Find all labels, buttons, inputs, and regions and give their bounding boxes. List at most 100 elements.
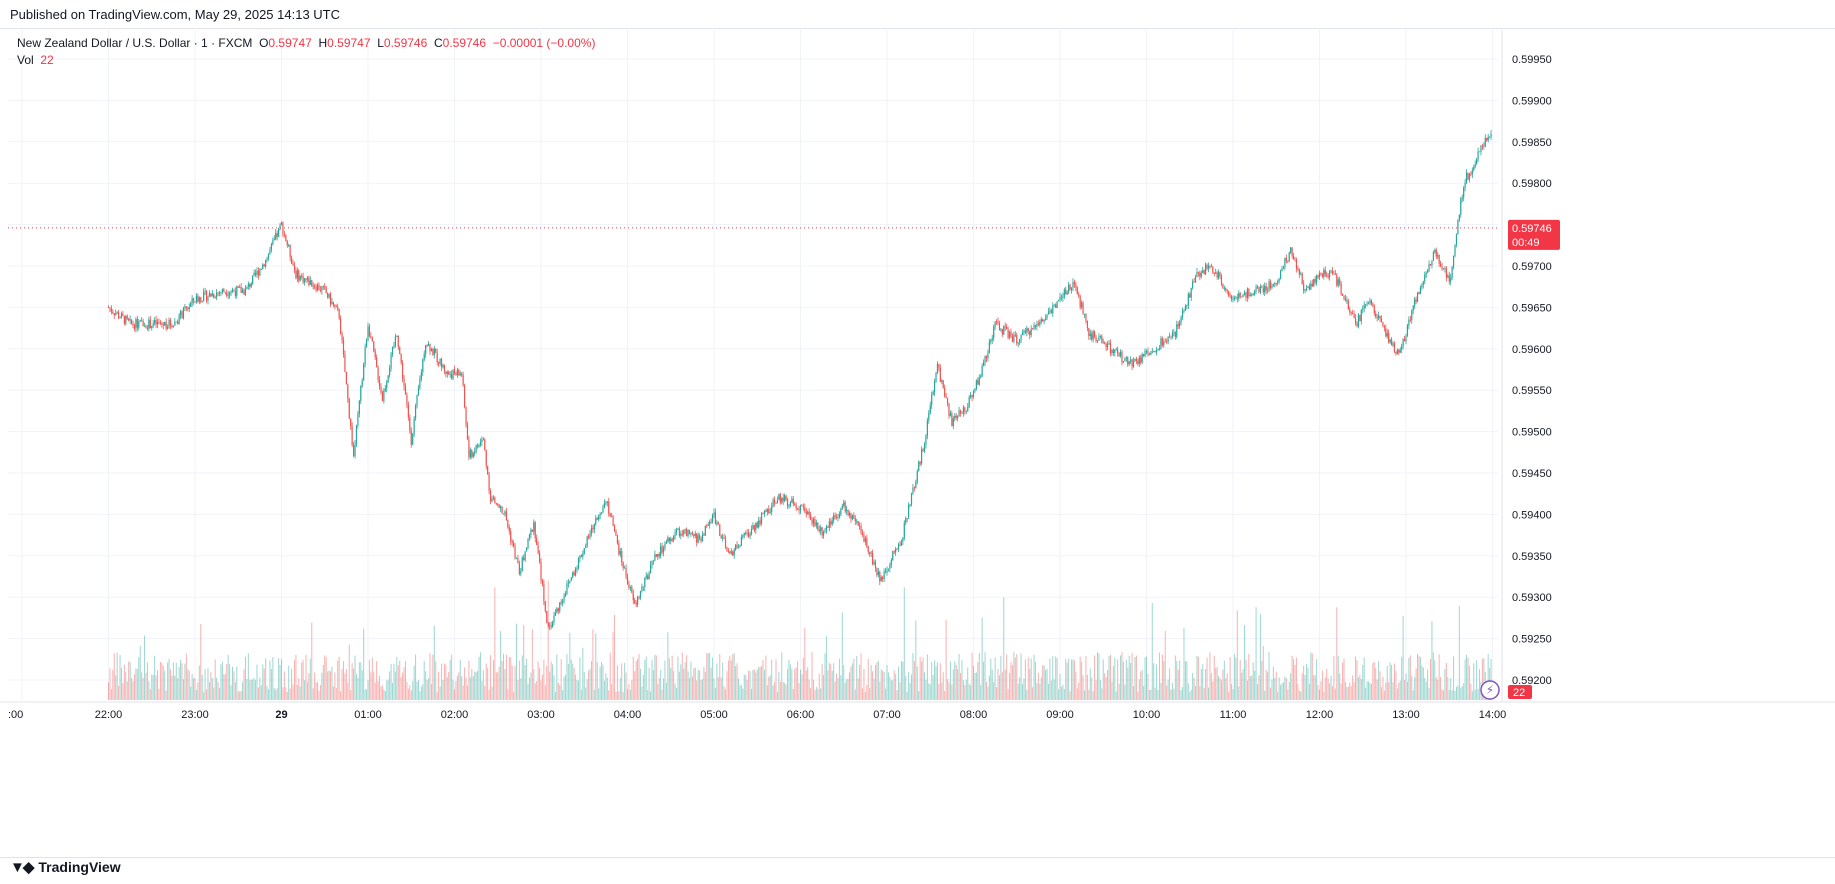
volume-bar xyxy=(546,665,548,700)
volume-bar xyxy=(1330,675,1332,700)
candle-body xyxy=(1004,326,1006,328)
volume-bar xyxy=(831,670,833,700)
candle-body xyxy=(425,345,427,354)
candle-body xyxy=(1216,272,1218,278)
candle-body xyxy=(133,325,136,329)
volume-bar xyxy=(1242,669,1244,700)
candle-body xyxy=(1431,260,1433,266)
candle-body xyxy=(1284,258,1286,268)
volume-bar xyxy=(935,665,937,700)
volume-bar xyxy=(1187,683,1189,700)
volume-bar xyxy=(1360,678,1362,700)
volume-bar xyxy=(836,673,838,700)
volume-bar xyxy=(477,670,479,700)
candle-body xyxy=(1480,145,1482,152)
candle-body xyxy=(709,521,711,525)
symbol-title[interactable]: New Zealand Dollar / U.S. Dollar · 1 · F… xyxy=(17,36,253,50)
candle-body xyxy=(1112,349,1114,354)
volume-bar xyxy=(550,661,552,700)
candle-body xyxy=(1411,310,1413,320)
low-value: 0.59746 xyxy=(383,36,428,50)
volume-bar xyxy=(696,680,698,700)
candle-body xyxy=(573,572,575,576)
volume-bar xyxy=(1350,686,1352,700)
candle-body xyxy=(132,323,134,326)
volume-bar xyxy=(1334,688,1336,700)
candle-body xyxy=(282,222,284,235)
volume-bar xyxy=(338,656,340,700)
candle-body xyxy=(435,348,437,353)
candle-body xyxy=(135,319,137,329)
volume-bar xyxy=(184,663,186,700)
volume-bar xyxy=(818,673,820,700)
volume-bar xyxy=(1184,661,1186,700)
candle-body xyxy=(912,487,914,494)
volume-bar xyxy=(402,672,404,700)
candle-body xyxy=(279,224,281,229)
volume-bar xyxy=(1117,659,1119,700)
volume-label[interactable]: Vol xyxy=(17,53,34,67)
volume-bar xyxy=(511,665,513,700)
volume-bar xyxy=(112,669,114,700)
candle-body xyxy=(860,525,862,533)
volume-bar xyxy=(357,677,359,700)
volume-bar xyxy=(1058,689,1060,700)
candle-body xyxy=(487,465,489,475)
candle-body xyxy=(906,518,908,520)
volume-bar xyxy=(1011,664,1013,700)
candle-body xyxy=(1489,136,1491,138)
chart-frame[interactable] xyxy=(0,28,1835,858)
volume-bar xyxy=(1425,681,1427,700)
candle-body xyxy=(686,529,688,537)
volume-bar xyxy=(879,681,881,700)
volume-bar xyxy=(366,689,368,700)
volume-bar xyxy=(1455,686,1457,700)
candle-body xyxy=(192,298,195,302)
volume-bar xyxy=(491,686,493,700)
footer-brand[interactable]: ▼◆ TradingView xyxy=(10,858,121,876)
candle-body xyxy=(1017,342,1019,344)
volume-bar xyxy=(1092,691,1094,700)
candle-body xyxy=(923,444,926,451)
volume-bar xyxy=(224,674,226,700)
volume-bar xyxy=(1206,657,1208,700)
volume-bar xyxy=(164,670,166,700)
volume-bar xyxy=(833,663,835,700)
volume-bar xyxy=(1125,659,1127,700)
candle-body xyxy=(1057,300,1060,302)
candle-body xyxy=(1091,333,1093,340)
candle-body xyxy=(412,433,414,445)
volume-bar xyxy=(1447,676,1449,700)
volume-bar xyxy=(973,665,974,700)
candle-body xyxy=(205,291,208,301)
volume-bar xyxy=(929,684,931,700)
volume-bar xyxy=(399,660,401,700)
volume-bar xyxy=(1468,665,1470,700)
volume-bar xyxy=(1086,674,1088,700)
volume-bar xyxy=(355,674,357,700)
candle-body xyxy=(949,413,952,416)
volume-bar xyxy=(1233,653,1235,700)
lightning-icon[interactable]: ⚡ xyxy=(1480,680,1500,700)
volume-bar xyxy=(157,670,159,700)
volume-bar xyxy=(520,678,522,700)
candle-body xyxy=(1043,319,1045,322)
volume-bar xyxy=(141,672,143,700)
candle-body xyxy=(811,519,813,524)
volume-bar xyxy=(1166,685,1168,700)
volume-bar xyxy=(155,675,157,700)
volume-bar xyxy=(178,666,180,700)
candle-body xyxy=(1251,294,1253,296)
candle-body xyxy=(1245,292,1247,298)
volume-bar xyxy=(642,674,644,700)
candle-body xyxy=(1267,289,1269,291)
candle-body xyxy=(397,336,399,347)
candle-body xyxy=(247,283,249,287)
volume-bar xyxy=(1235,657,1237,700)
volume-bar xyxy=(583,672,585,700)
candle-body xyxy=(318,284,320,290)
volume-bar xyxy=(824,653,826,700)
volume-bar xyxy=(482,670,484,700)
volume-bar xyxy=(1164,630,1166,700)
